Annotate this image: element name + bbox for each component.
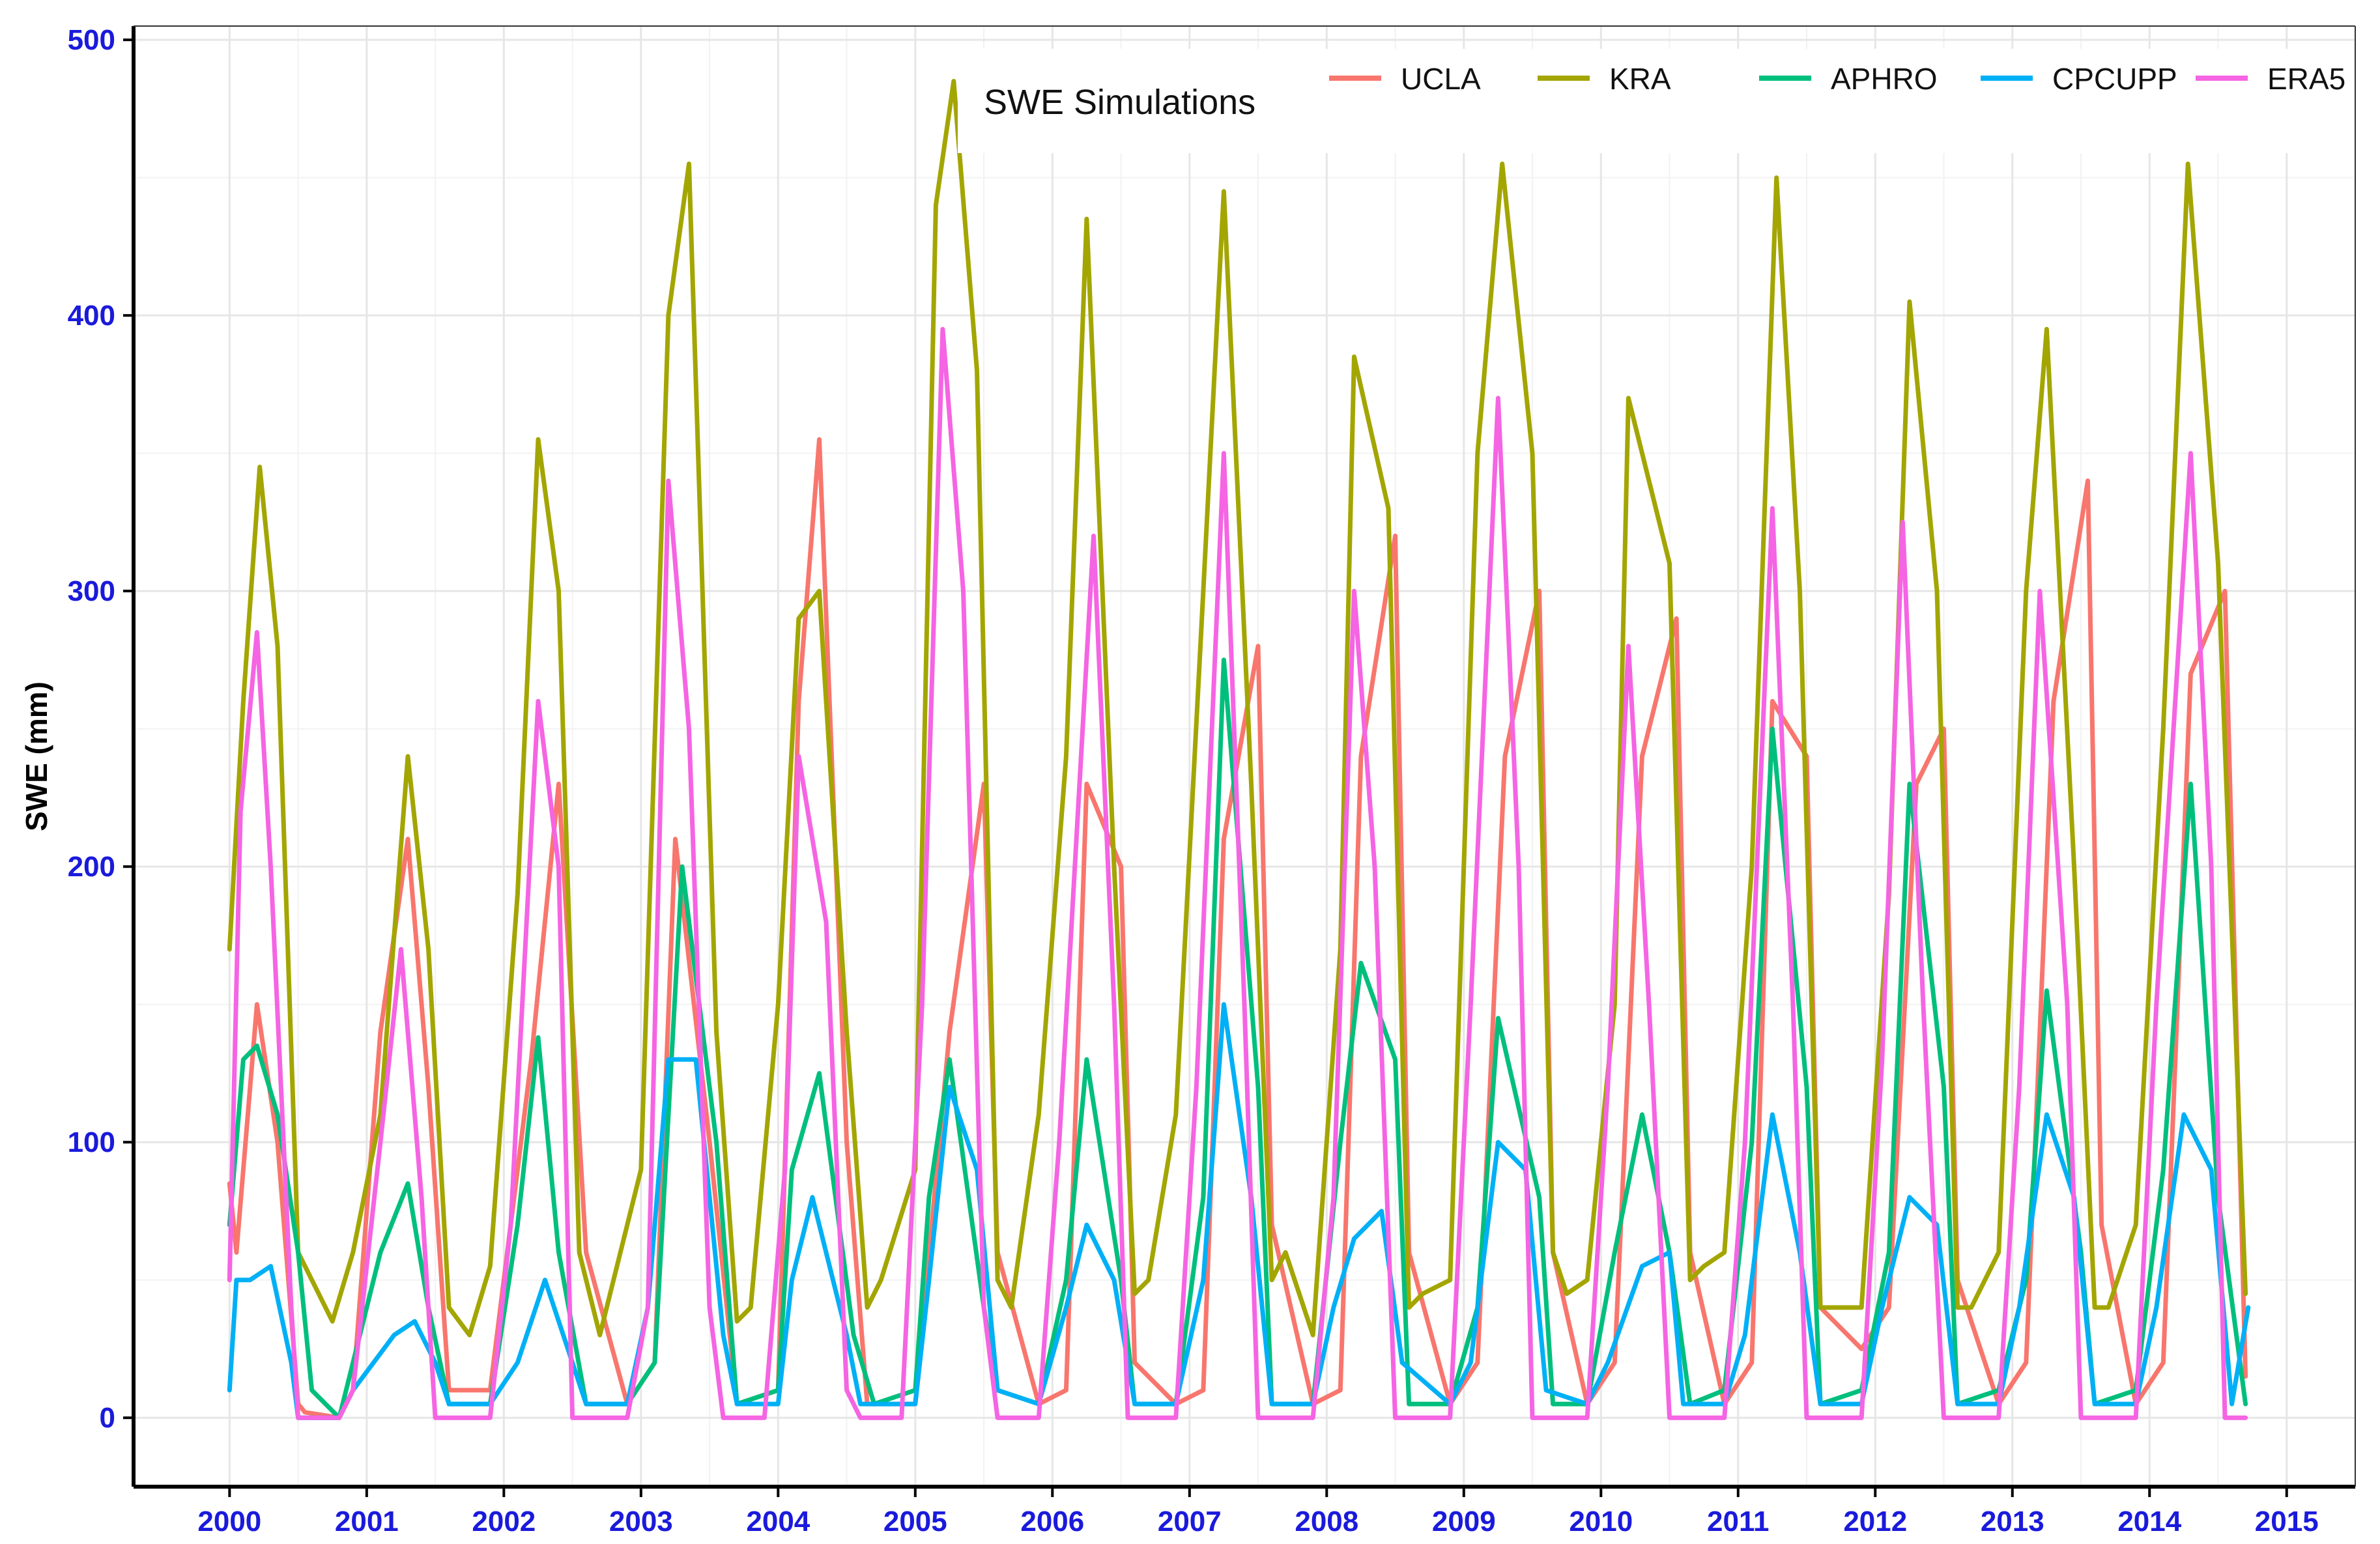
x-tick-label: 2000 [197,1506,261,1537]
legend-label-aphro: APHRO [1831,62,1938,96]
x-tick-label: 2001 [335,1506,399,1537]
y-tick-label: 300 [68,575,115,607]
x-tick-label: 2007 [1158,1506,1222,1537]
y-tick-label: 400 [68,300,115,332]
y-tick-label: 0 [100,1402,115,1434]
legend-label-kra: KRA [1609,62,1671,96]
series-line-era5 [227,326,2248,1420]
x-tick-label: 2014 [2117,1506,2181,1537]
x-tick-label: 2013 [1981,1506,2044,1537]
legend-label-ucla: UCLA [1401,62,1481,96]
plot-background [134,26,2355,1487]
series-layer [227,79,2251,1420]
y-tick-label: 100 [68,1126,115,1158]
x-tick-label: 2015 [2255,1506,2319,1537]
legend-label-era5: ERA5 [2267,62,2345,96]
legend-background [958,49,2352,153]
x-tick-label: 2003 [609,1506,673,1537]
series-line-cpcupp [227,1002,2251,1420]
y-tick-label: 500 [68,24,115,56]
y-axis-title: SWE (mm) [20,681,53,831]
x-tick-label: 2005 [883,1506,947,1537]
x-tick-label: 2011 [1707,1506,1769,1537]
y-tick-label: 200 [68,851,115,883]
legend-items: UCLA KRA APHRO CPCUPP ERA5 [1329,62,2345,96]
x-tick-label: 2012 [1843,1506,1907,1537]
x-tick-label: 2002 [472,1506,536,1537]
legend-label-cpcupp: CPCUPP [2052,62,2177,96]
y-ticks: 0 100 200 300 400 500 [68,24,134,1434]
x-tick-label: 2006 [1020,1506,1084,1537]
series-line-aphro [227,657,2248,1420]
x-ticks: 2000 2001 2002 2003 2004 2005 2006 2007 2008 2009… [197,1487,2319,1537]
x-tick-label: 2004 [746,1506,810,1537]
legend-title: SWE Simulations [984,83,1255,122]
x-tick-label: 2008 [1295,1506,1358,1537]
x-tick-label: 2009 [1432,1506,1496,1537]
legend: SWE Simulations UCLA KRA APHRO CPCUPP ERA5 [958,49,2352,153]
x-tick-label: 2010 [1569,1506,1633,1537]
